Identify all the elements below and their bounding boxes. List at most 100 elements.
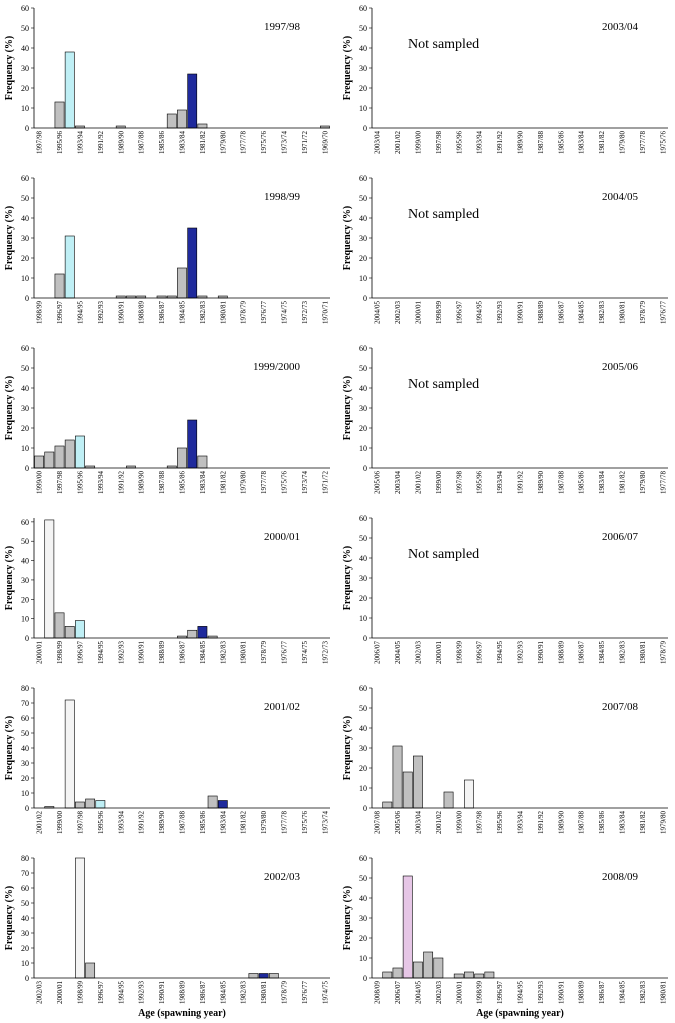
y-tick-label: 10 (359, 104, 367, 113)
x-tick-label: 1999/00 (435, 471, 443, 494)
bar (75, 857, 85, 979)
y-tick-label: 30 (21, 759, 29, 768)
y-tick-label: 30 (21, 404, 29, 413)
x-tick-label: 1996/97 (76, 641, 84, 664)
y-tick-label: 60 (21, 4, 29, 13)
bar (392, 745, 403, 809)
y-tick-label: 60 (359, 854, 367, 863)
x-tick-label: 1988/89 (138, 301, 146, 324)
x-tick-label: 1982/83 (219, 641, 227, 664)
x-tick-label: 1987/88 (179, 811, 187, 834)
x-tick-label: 1980/81 (219, 301, 227, 324)
x-tick-label: 1973/74 (301, 471, 309, 494)
x-tick-label: 1997/98 (36, 131, 44, 154)
x-tick-label: 1983/84 (179, 131, 187, 154)
x-tick-label: 1991/92 (117, 471, 125, 494)
x-tick-label: 1979/80 (240, 471, 248, 494)
x-tick-label: 1998/99 (455, 641, 463, 664)
x-tick-label: 2005/06 (394, 811, 402, 834)
x-tick-label: 1990/91 (537, 641, 545, 664)
x-tick-label: 1991/92 (537, 811, 545, 834)
x-tick-label: 1980/81 (659, 981, 667, 1004)
y-tick-label: 50 (21, 729, 29, 738)
bar (64, 51, 75, 129)
x-tick-label: 1971/72 (321, 471, 329, 494)
y-tick-label: 70 (21, 699, 29, 708)
bar (64, 235, 75, 299)
x-tick-label: 1994/95 (97, 641, 105, 664)
x-tick-label: 1985/86 (578, 471, 586, 494)
x-tick-label: 2000/01 (435, 641, 443, 664)
y-axis-label: Frequency (%) (342, 546, 353, 611)
y-axis-label: Frequency (%) (342, 376, 353, 441)
bar (382, 971, 393, 979)
x-tick-label: 1980/81 (619, 301, 627, 324)
x-tick-label: 1994/95 (117, 981, 125, 1004)
x-tick-label: 1983/84 (598, 471, 606, 494)
x-tick-label: 1971/72 (301, 131, 309, 154)
bar (207, 795, 218, 809)
panel-title: 2002/03 (264, 871, 301, 883)
bar (464, 779, 474, 809)
y-tick-label: 10 (21, 444, 29, 453)
x-tick-label: 1979/80 (260, 811, 268, 834)
x-tick-label: 2003/04 (394, 471, 402, 494)
y-tick-label: 0 (363, 804, 367, 813)
x-tick-label: 1979/80 (639, 471, 647, 494)
y-tick-label: 20 (21, 595, 29, 604)
y-tick-label: 10 (21, 104, 29, 113)
y-axis-label: Frequency (%) (4, 546, 15, 611)
bar (443, 791, 454, 809)
x-tick-label: 1993/94 (517, 811, 525, 834)
x-tick-label: 2004/05 (374, 301, 382, 324)
y-tick-label: 0 (25, 804, 29, 813)
x-tick-label: 1988/89 (158, 641, 166, 664)
y-tick-label: 30 (359, 574, 367, 583)
y-tick-label: 60 (359, 174, 367, 183)
y-tick-label: 0 (25, 464, 29, 473)
bar (75, 620, 85, 639)
panel-title: 2003/04 (602, 21, 639, 33)
x-tick-label: 1972/73 (301, 301, 309, 324)
x-tick-label: 1980/81 (639, 641, 647, 664)
x-tick-label: 1979/80 (219, 131, 227, 154)
bar (187, 419, 198, 469)
bar (392, 967, 403, 979)
y-tick-label: 10 (359, 274, 367, 283)
x-tick-label: 1981/82 (639, 811, 647, 834)
bar (34, 455, 44, 469)
annotation: Not sampled (408, 377, 479, 392)
x-tick-label: 1998/99 (76, 981, 84, 1004)
y-tick-label: 60 (21, 884, 29, 893)
x-tick-label: 1996/97 (496, 981, 504, 1004)
x-tick-label: 1987/88 (557, 471, 565, 494)
x-tick-label: 1995/96 (56, 131, 64, 154)
y-tick-label: 0 (363, 124, 367, 133)
x-tick-label: 2002/03 (414, 641, 422, 664)
x-tick-label: 1985/86 (598, 811, 606, 834)
y-tick-label: 30 (21, 234, 29, 243)
x-tick-label: 1999/00 (414, 131, 422, 154)
x-tick-label: 2004/05 (394, 641, 402, 664)
x-tick-label: 1995/96 (97, 811, 105, 834)
x-tick-label: 2002/03 (394, 301, 402, 324)
x-tick-label: 1990/91 (117, 301, 125, 324)
bar (382, 801, 393, 809)
x-tick-label: 1985/86 (199, 811, 207, 834)
y-tick-label: 50 (359, 534, 367, 543)
y-tick-label: 40 (359, 724, 367, 733)
y-tick-label: 60 (359, 344, 367, 353)
x-tick-label: 1989/90 (517, 131, 525, 154)
x-tick-label: 2000/01 (36, 641, 44, 664)
x-tick-label: 1988/89 (578, 981, 586, 1004)
bar (75, 801, 85, 809)
x-tick-label: 1977/78 (240, 131, 248, 154)
x-tick-label: 1996/97 (476, 641, 484, 664)
y-tick-label: 0 (363, 634, 367, 643)
x-tick-label: 1992/93 (537, 981, 545, 1004)
x-tick-label: 1983/84 (619, 811, 627, 834)
x-tick-label: 1996/97 (56, 301, 64, 324)
bar (85, 962, 96, 979)
x-tick-label: 1991/92 (517, 471, 525, 494)
x-tick-label: 1983/84 (578, 131, 586, 154)
